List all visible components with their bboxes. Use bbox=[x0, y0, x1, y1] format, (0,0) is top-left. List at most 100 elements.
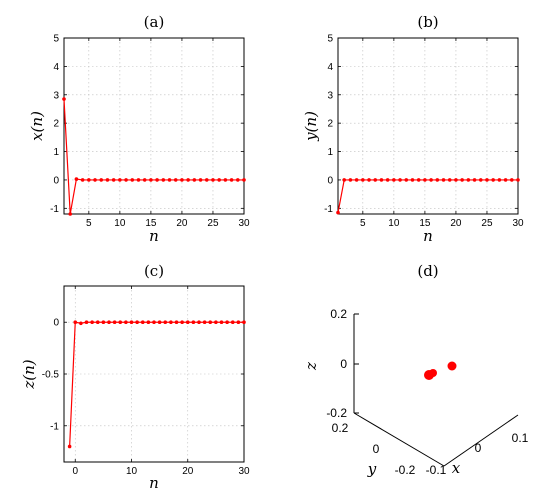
panel-b-point-17 bbox=[441, 178, 446, 182]
panel-a-point-23 bbox=[204, 178, 209, 182]
panel-b-point-15 bbox=[429, 178, 433, 182]
panel-d-ytick-0: 0.2 bbox=[332, 421, 349, 435]
panel-c-series bbox=[67, 320, 246, 449]
panel-b-grid bbox=[338, 37, 519, 214]
panel-d-ytick-1: 0 bbox=[373, 442, 380, 456]
panel-d-point-1 bbox=[429, 369, 437, 377]
panel-c-point-21 bbox=[185, 320, 190, 325]
panel-c-point-12 bbox=[135, 320, 139, 325]
panel-d-ztick-2: -0.2 bbox=[326, 406, 347, 420]
panel-c-point-1 bbox=[73, 320, 78, 325]
panel-c-point-18 bbox=[169, 320, 173, 325]
panel-b-ytick-3: 2 bbox=[327, 119, 333, 130]
panel-a-point-19 bbox=[180, 178, 184, 182]
panel-c-point-14 bbox=[146, 320, 151, 325]
panel-b-point-25 bbox=[491, 178, 495, 182]
panel-c-point-23 bbox=[197, 320, 201, 325]
panel-b-point-14 bbox=[423, 178, 427, 182]
panel-a-point-5 bbox=[93, 178, 97, 182]
panel-d-axes bbox=[353, 313, 519, 467]
panel-b-point-3 bbox=[354, 178, 359, 182]
panel-b-point-8 bbox=[385, 178, 390, 182]
panel-b-point-6 bbox=[373, 178, 378, 182]
panel-b-ylabel: y(n) bbox=[302, 111, 320, 142]
panel-b-ytick-1: 0 bbox=[327, 175, 333, 186]
panel-b-point-27 bbox=[503, 178, 508, 182]
panel-a-point-2 bbox=[74, 177, 79, 181]
panel-c-point-30 bbox=[236, 320, 241, 325]
panel-c-point-20 bbox=[180, 320, 184, 325]
panel-c-ytick-2: 0 bbox=[53, 318, 59, 329]
panel-c-point-2 bbox=[79, 321, 83, 326]
panel-a-point-25 bbox=[217, 178, 221, 182]
panel-a-point-11 bbox=[130, 178, 135, 182]
panel-b-ytick-6: 5 bbox=[327, 34, 333, 45]
panel-d-title: (d) bbox=[417, 262, 438, 280]
panel-b-point-26 bbox=[497, 178, 502, 182]
panel-a-point-9 bbox=[118, 178, 122, 182]
panel-b: (b) 5 10 15 20 25 30 -1 0 1 2 3 4 5 n y(n) bbox=[302, 13, 524, 245]
panel-c-xtick-1: 10 bbox=[126, 466, 138, 477]
panel-b-point-19 bbox=[454, 178, 458, 182]
panel-a-xtick-1: 10 bbox=[114, 218, 126, 229]
panel-a-ytick-5: 4 bbox=[53, 62, 59, 73]
panel-a-ytick-1: 0 bbox=[53, 175, 59, 186]
panel-b-point-24 bbox=[485, 178, 489, 182]
panel-d-y-axis bbox=[353, 412, 445, 467]
panel-c-point-17 bbox=[163, 320, 168, 325]
panel-a-point-27 bbox=[229, 178, 234, 182]
panel-a-point-3 bbox=[80, 178, 85, 182]
panel-b-xtick-3: 20 bbox=[450, 218, 462, 229]
panel-b-point-12 bbox=[410, 178, 415, 182]
panel-b-ytick-5: 4 bbox=[327, 62, 333, 73]
panel-c-ytick-1: -0.5 bbox=[42, 370, 60, 381]
panel-a-point-13 bbox=[142, 178, 147, 182]
panel-c-point-4 bbox=[90, 320, 94, 325]
panel-d-point-2 bbox=[447, 361, 457, 371]
panel-d-xtick-0: -0.1 bbox=[426, 463, 447, 477]
panel-c-point-25 bbox=[208, 320, 213, 325]
panel-a-point-21 bbox=[192, 178, 197, 182]
panel-d-xtick-2: 0.1 bbox=[512, 431, 529, 445]
panel-a-point-18 bbox=[173, 178, 178, 182]
panel-b-point-16 bbox=[435, 178, 440, 182]
panel-a-point-22 bbox=[198, 178, 203, 182]
panel-c-ylabel: z(n) bbox=[20, 359, 38, 389]
panel-a-ylabel: x(n) bbox=[28, 111, 46, 141]
panel-b-point-10 bbox=[398, 178, 402, 182]
panel-a-point-6 bbox=[99, 178, 104, 182]
panel-a-xtick-0: 5 bbox=[86, 218, 92, 229]
panel-b-ytick-4: 3 bbox=[327, 90, 333, 101]
panel-b-xtick-1: 10 bbox=[388, 218, 400, 229]
panel-c-point-11 bbox=[129, 320, 134, 325]
panel-a-xtick-2: 15 bbox=[145, 218, 157, 229]
panel-b-point-18 bbox=[447, 178, 452, 182]
panel-d-xtick-1: 0 bbox=[475, 441, 482, 455]
panel-a-point-15 bbox=[155, 178, 159, 182]
panel-b-point-7 bbox=[379, 178, 384, 182]
panel-a-series-line bbox=[63, 98, 244, 215]
panel-a-xtick-3: 20 bbox=[176, 218, 188, 229]
panel-a-xtick-5: 30 bbox=[238, 218, 250, 229]
panel-a-point-7 bbox=[105, 178, 110, 182]
panel-a-point-26 bbox=[223, 178, 228, 182]
panel-a-ticks: 5 10 15 20 25 30 -1 0 1 2 3 4 5 bbox=[50, 34, 250, 230]
panel-c-grid bbox=[64, 286, 245, 462]
panel-b-point-28 bbox=[509, 178, 514, 182]
panel-b-point-20 bbox=[460, 178, 464, 182]
panel-b-point-29 bbox=[516, 178, 520, 182]
panel-a-point-0 bbox=[62, 97, 66, 101]
panel-d-ztick-0: 0.2 bbox=[330, 307, 347, 321]
panel-a-xtick-4: 25 bbox=[207, 218, 219, 229]
panel-a-ytick-2: 1 bbox=[53, 147, 59, 158]
panel-b-point-0 bbox=[336, 210, 340, 215]
panel-a-ytick-4: 3 bbox=[53, 90, 59, 101]
panel-c-point-29 bbox=[230, 320, 235, 325]
panel-c-point-13 bbox=[140, 320, 145, 325]
panel-a-grid bbox=[64, 37, 245, 214]
panel-a-point-8 bbox=[111, 178, 116, 182]
panel-c-point-0 bbox=[67, 444, 72, 449]
panel-b-series bbox=[336, 178, 520, 215]
panel-c-title: (c) bbox=[144, 262, 164, 280]
